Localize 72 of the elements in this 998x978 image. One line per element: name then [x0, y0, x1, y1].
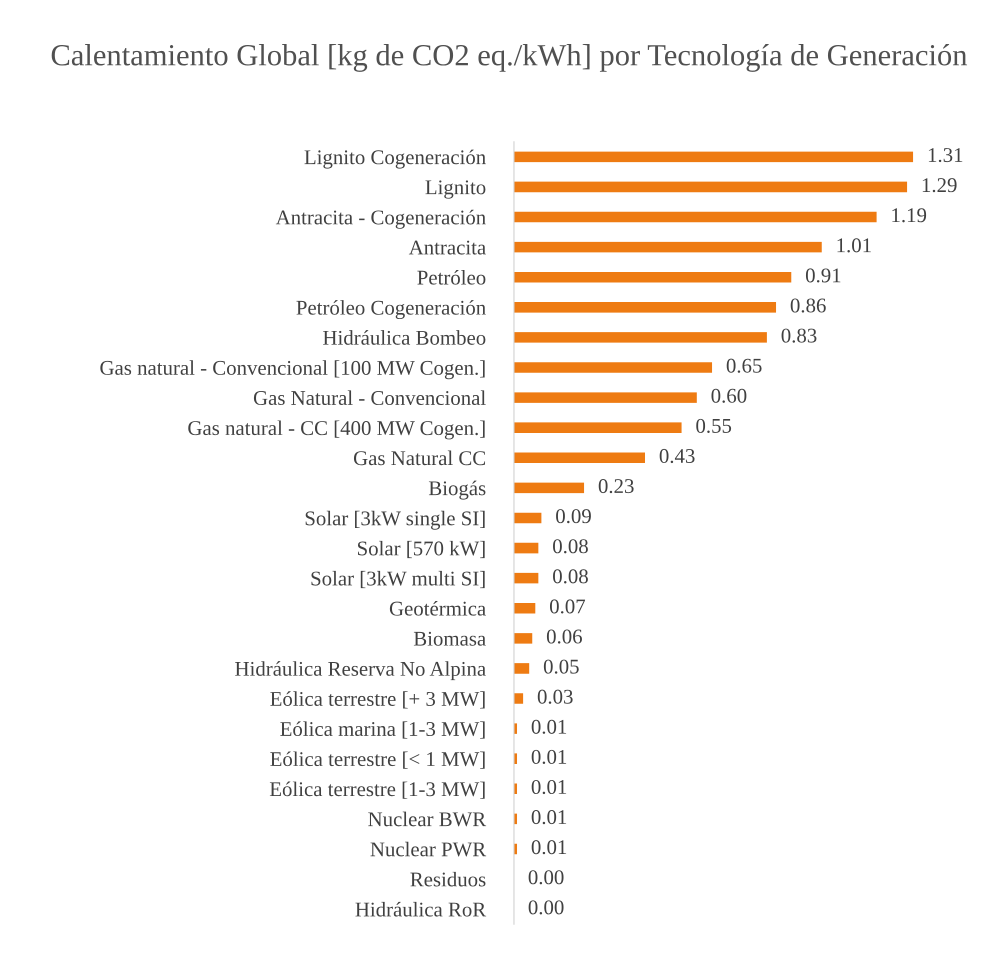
y-tick-label: Lignito — [425, 180, 486, 199]
bar — [514, 332, 767, 343]
data-label: 0.09 — [556, 509, 591, 524]
data-label: 1.01 — [837, 238, 871, 252]
y-tick-label: Gas natural - Convencional [100 MW Cogen.] — [100, 360, 485, 380]
data-label: 0.06 — [546, 629, 582, 644]
bar — [514, 482, 584, 494]
data-label: 0.07 — [550, 599, 586, 614]
y-tick-label: Solar [570 kW] — [358, 540, 485, 558]
data-label: 1.19 — [892, 208, 926, 222]
y-tick-label: Geotérmica — [390, 600, 486, 616]
y-tick-label: Hidráulica Reserva No Alpina — [235, 661, 486, 680]
data-label: 0.01 — [532, 840, 566, 854]
data-label: 1.31 — [928, 148, 962, 162]
data-label: 0.01 — [532, 780, 566, 794]
bar — [514, 542, 538, 554]
bar — [514, 242, 822, 252]
bar — [514, 362, 712, 373]
y-tick-label: Hidráulica Bombeo — [323, 330, 486, 345]
bar — [514, 512, 542, 524]
y-tick-label: Solar [3kW single SI] — [306, 510, 485, 530]
bar — [514, 572, 538, 584]
y-tick-label: Hidráulica RoR — [355, 902, 486, 917]
y-tick-label: Solar [3kW multi SI] — [311, 570, 485, 588]
data-label: 1.29 — [922, 178, 957, 192]
bar — [514, 182, 908, 192]
chart-title: Calentamiento Global [kg de CO2 eq./kWh] por Tecnología de Generación — [52, 44, 968, 72]
data-label: 0.00 — [528, 870, 564, 884]
data-label: 0.01 — [532, 750, 566, 764]
y-tick-label: Gas natural - CC [400 MW Cogen.] — [188, 420, 485, 440]
y-tick-label: Biogás — [428, 480, 486, 500]
bar — [514, 392, 697, 403]
data-label: 0.08 — [553, 539, 588, 554]
data-label: 0.01 — [532, 720, 566, 734]
y-tick-label: Biomasa — [414, 632, 486, 646]
y-tick-label: Residuos — [410, 872, 486, 887]
y-tick-label: Nuclear BWR — [368, 812, 486, 826]
bar — [514, 212, 877, 222]
bar — [514, 302, 776, 313]
data-label: 0.08 — [553, 569, 588, 584]
y-tick-label: Antracita - Cogeneración — [276, 210, 486, 229]
bar — [514, 152, 914, 162]
data-label: 0.23 — [598, 479, 634, 494]
y-tick-label: Eólica terrestre [+ 3 MW] — [270, 691, 485, 709]
bar — [514, 602, 536, 614]
y-tick-label: Gas Natural - Convencional — [254, 390, 486, 406]
data-label: 0.05 — [544, 660, 579, 674]
bar — [514, 422, 682, 433]
bar — [514, 663, 530, 674]
data-label: 0.91 — [806, 268, 840, 283]
y-tick-label: Eólica terrestre [1-3 MW] — [270, 782, 485, 799]
data-label: 0.83 — [782, 328, 816, 343]
data-label: 0.01 — [532, 810, 566, 824]
y-tick-label: Nuclear PWR — [370, 842, 486, 857]
data-label: 0.86 — [790, 298, 826, 313]
y-tick-label: Eólica marina [1-3 MW] — [280, 721, 485, 739]
bar — [514, 452, 646, 464]
y-tick-label: Eólica terrestre [< 1 MW] — [270, 751, 485, 769]
data-label: 0.60 — [711, 388, 746, 403]
y-tick-label: Petróleo — [417, 270, 486, 285]
y-tick-label: Lignito Cogeneración — [304, 150, 486, 169]
bar — [514, 633, 532, 644]
y-tick-label: Gas Natural CC — [354, 450, 486, 466]
bar — [514, 693, 524, 704]
data-label: 0.43 — [660, 448, 695, 464]
data-label: 0.03 — [538, 690, 573, 704]
y-tick-label: Antracita — [408, 240, 486, 255]
y-tick-label: Petróleo Cogeneración — [296, 300, 486, 320]
data-label: 0.55 — [696, 418, 732, 433]
data-label: 0.65 — [726, 358, 762, 373]
data-label: 0.00 — [528, 900, 564, 914]
bar — [514, 272, 792, 282]
